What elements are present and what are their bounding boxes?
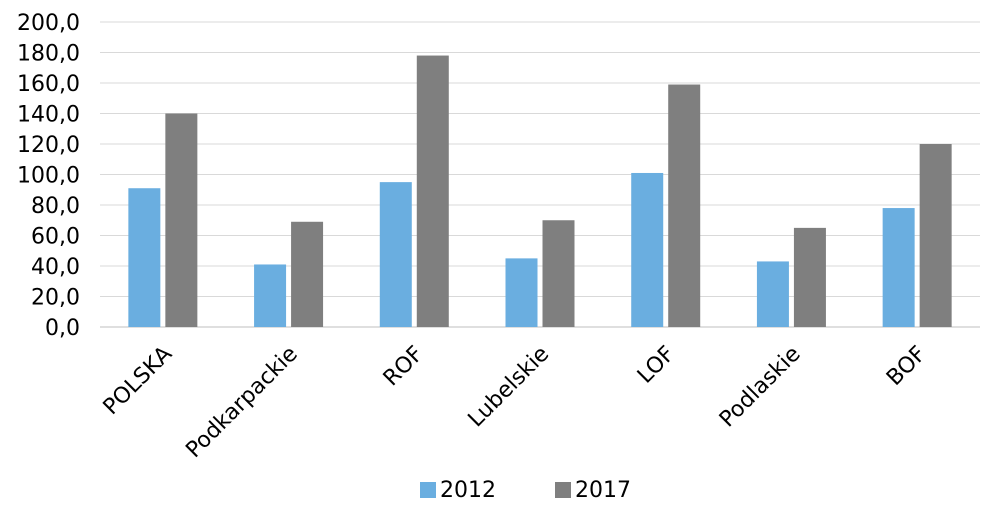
bars (128, 55, 952, 328)
x-category-label: BOF (882, 342, 931, 391)
x-axis: POLSKA Podkarpackie ROF Lubelskie LOF Podlask… (99, 342, 932, 463)
bar-2012-lof (631, 172, 664, 327)
x-category-label: Podkarpackie (181, 342, 302, 463)
bar-2017-bof (919, 144, 952, 327)
legend-swatch-2017 (555, 482, 571, 498)
y-tick-label: 40,0 (31, 255, 80, 280)
x-category-label: LOF (633, 342, 680, 389)
y-tick-label: 0,0 (45, 316, 80, 341)
bar-2017-rof (416, 55, 449, 328)
bar-2012-rof (379, 182, 412, 327)
bar-2017-podlaskie (793, 227, 826, 327)
legend-swatch-2012 (420, 482, 436, 498)
bar-2012-polska (128, 188, 161, 327)
y-tick-label: 160,0 (17, 72, 80, 97)
x-category-label: POLSKA (99, 342, 177, 420)
bar-2012-bof (882, 208, 915, 327)
legend-label-2012: 2012 (440, 478, 496, 503)
legend-label-2017: 2017 (575, 478, 631, 503)
y-tick-label: 140,0 (17, 103, 80, 128)
bar-2012-podlaskie (756, 261, 789, 327)
x-category-label: Lubelskie (464, 342, 555, 433)
x-category-label: Podlaskie (715, 342, 806, 433)
bar-2017-podkarpackie (291, 221, 324, 327)
y-tick-label: 180,0 (17, 42, 80, 67)
y-tick-label: 60,0 (31, 225, 80, 250)
y-tick-label: 200,0 (17, 11, 80, 36)
y-tick-label: 100,0 (17, 164, 80, 189)
bar-2017-lof (668, 84, 701, 328)
y-tick-label: 80,0 (31, 194, 80, 219)
y-tick-label: 20,0 (31, 286, 80, 311)
gridlines (100, 21, 980, 328)
y-tick-label: 120,0 (17, 133, 80, 158)
bar-2012-lubelskie (505, 258, 538, 327)
bar-2012-podkarpackie (254, 264, 287, 327)
legend: 2012 2017 (420, 478, 631, 503)
y-axis: 0,0 20,0 40,0 60,0 80,0 100,0 120,0 140,0 160,0 1… (17, 11, 80, 341)
bar-2017-lubelskie (542, 220, 575, 327)
x-category-label: ROF (379, 342, 429, 392)
bar-2017-polska (165, 113, 198, 327)
